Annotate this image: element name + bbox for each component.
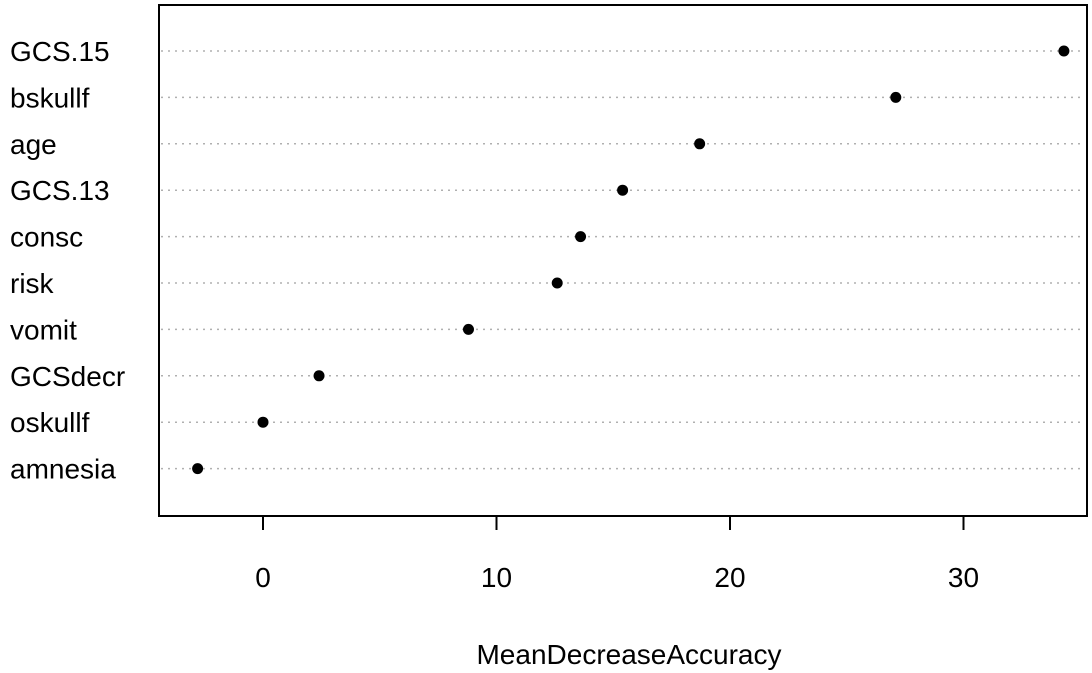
x-axis-label: MeanDecreaseAccuracy (476, 639, 781, 670)
category-label: bskullf (10, 82, 90, 113)
data-point (694, 138, 706, 150)
x-axis: 0 10 20 30 (255, 515, 979, 593)
plot-frame (158, 4, 1088, 517)
data-point (1058, 45, 1070, 57)
y-axis-labels: GCS.15 bskullf age GCS.13 consc risk vomit GCSd… (10, 36, 125, 485)
data-point (575, 231, 587, 243)
data-point (257, 416, 269, 428)
category-label: age (10, 129, 57, 160)
data-point (192, 463, 204, 475)
data-point (551, 277, 563, 289)
category-label: amnesia (10, 454, 116, 485)
data-point (462, 323, 474, 335)
category-label: oskullf (10, 407, 90, 438)
x-tick-label: 10 (481, 562, 512, 593)
data-points (192, 45, 1070, 475)
category-label: GCS.15 (10, 36, 110, 67)
data-point (617, 184, 629, 196)
x-tick-label: 0 (255, 562, 271, 593)
category-label: GCSdecr (10, 361, 125, 392)
grid-lines (161, 50, 1085, 470)
x-tick-label: 20 (714, 562, 745, 593)
category-label: vomit (10, 314, 77, 345)
x-tick-label: 30 (948, 562, 979, 593)
data-point (890, 91, 902, 103)
category-label: GCS.13 (10, 175, 110, 206)
category-label: risk (10, 268, 55, 299)
data-point (313, 370, 325, 382)
category-label: consc (10, 222, 83, 253)
